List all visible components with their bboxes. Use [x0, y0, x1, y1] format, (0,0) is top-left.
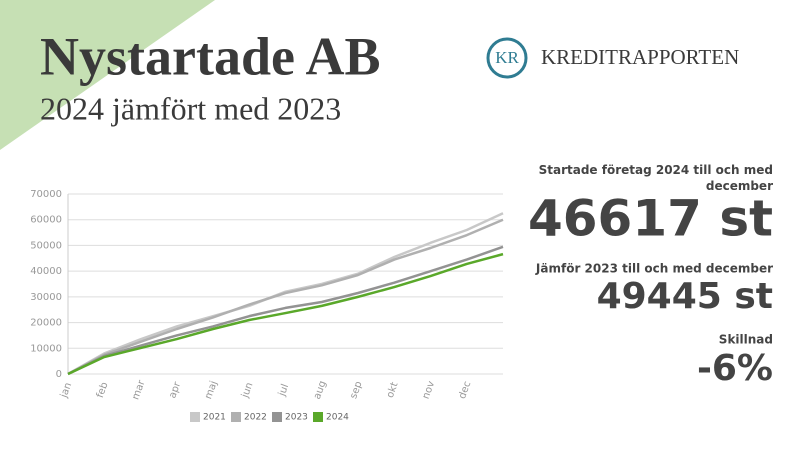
x-tick-label: jun	[240, 381, 256, 400]
x-tick-label: jan	[58, 381, 74, 400]
y-tick-label: 30000	[30, 292, 62, 303]
stats: Startade företag 2024 till och med decemb…	[528, 163, 773, 390]
logo-circle	[486, 37, 528, 79]
logo-mark: KR	[495, 48, 519, 67]
chart-title: Nystartade AB	[40, 26, 380, 86]
stat-value: 49445 st	[597, 276, 773, 317]
y-tick-label: 0	[56, 369, 62, 380]
x-tick-label: maj	[203, 380, 220, 401]
stat-value: 46617 st	[528, 190, 773, 248]
x-tick-label: okt	[385, 381, 401, 400]
x-tick-label: nov	[421, 380, 438, 401]
legend-swatch	[231, 412, 241, 422]
legend-swatch	[190, 412, 200, 422]
series-line	[67, 245, 504, 376]
stat-label: Jämför 2023 till och med december	[535, 262, 773, 276]
y-tick-label: 70000	[30, 189, 62, 200]
y-tick-label: 10000	[30, 343, 62, 354]
legend-label: 2021	[203, 413, 226, 423]
logo-name: KREDITRAPPORTEN	[541, 45, 739, 69]
stat-label: Startade företag 2024 till och med decemb…	[539, 163, 773, 193]
y-tick-label: 20000	[30, 318, 62, 329]
y-tick-label: 40000	[30, 266, 62, 277]
x-tick-label: sep	[348, 380, 364, 400]
y-tick-label: 50000	[30, 240, 62, 251]
stat-label: Skillnad	[719, 333, 773, 347]
x-tick-label: feb	[95, 381, 111, 400]
chart-subtitle: 2024 jämfört med 2023	[40, 90, 341, 126]
x-tick-label: aug	[312, 379, 329, 400]
x-tick-label: jul	[276, 383, 291, 399]
x-tick-label: dec	[457, 380, 473, 401]
series-line	[67, 252, 504, 376]
x-tick-label: apr	[167, 380, 183, 400]
series-line	[67, 218, 504, 376]
legend-label: 2022	[244, 413, 267, 423]
x-tick-label: mar	[130, 378, 147, 401]
legend-label: 2023	[285, 413, 308, 423]
y-tick-label: 60000	[30, 215, 62, 226]
stat-value: -6%	[697, 348, 773, 389]
legend-swatch	[313, 412, 323, 422]
legend-label: 2024	[326, 413, 349, 423]
corner-decoration	[0, 0, 215, 150]
legend-swatch	[272, 412, 282, 422]
series-line	[67, 212, 504, 376]
